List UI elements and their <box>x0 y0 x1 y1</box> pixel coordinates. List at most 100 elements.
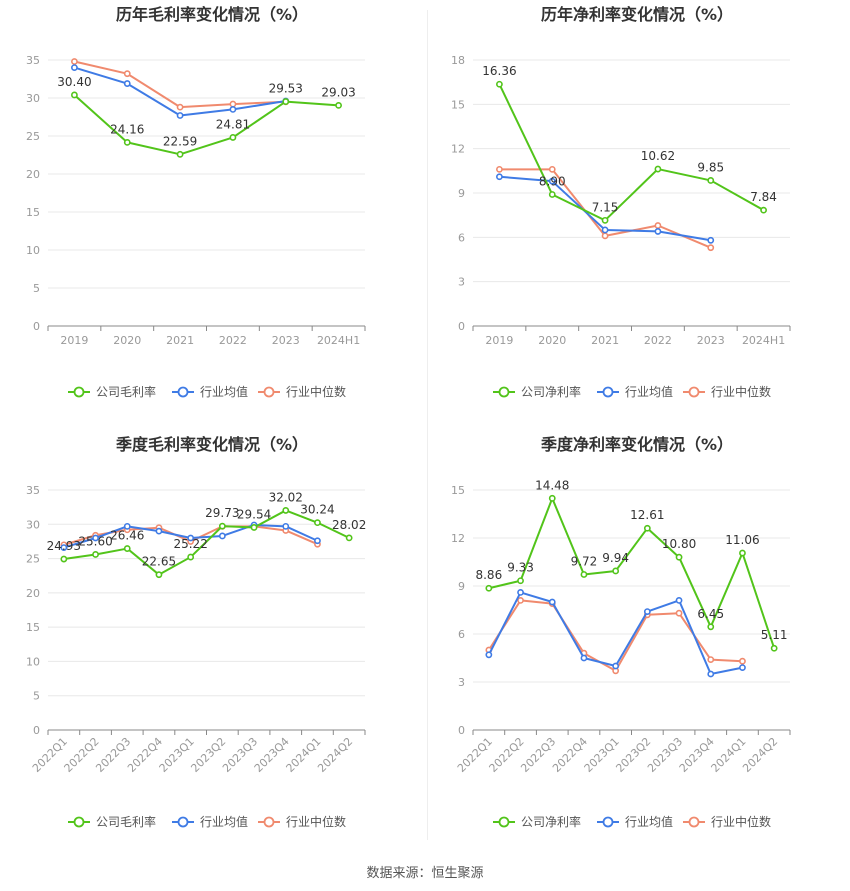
chart-panel-annual-net: 历年净利率变化情况（%） 0 3 6 9 12 15 18 2019 2020 2021 2022 20… <box>425 0 850 420</box>
data-point-median <box>517 596 524 604</box>
legend-marker <box>498 386 510 398</box>
data-point-avg <box>654 228 662 235</box>
data-point-median <box>675 609 683 617</box>
data-point-avg <box>517 588 524 596</box>
legend-label: 公司毛利率 <box>96 384 156 399</box>
legend-label: 公司净利率 <box>521 814 581 829</box>
y-tick-label: 6 <box>458 231 465 244</box>
y-tick-label: 0 <box>33 724 40 737</box>
x-tick-label: 2019 <box>60 334 88 347</box>
data-label: 16.36 <box>482 64 516 78</box>
data-label: 28.02 <box>332 518 366 532</box>
data-point-company <box>314 519 321 527</box>
data-point-company <box>707 177 715 184</box>
data-point-median <box>707 656 715 663</box>
legend-marker <box>73 386 85 398</box>
data-point-company <box>580 571 588 578</box>
chart-panel-quarterly-gross: 季度毛利率变化情况（%） 0 5 10 15 20 25 30 35 2022Q1 2022Q2 20… <box>0 430 425 850</box>
x-tick-label: 2024Q2 <box>315 735 355 775</box>
data-point-company <box>675 553 683 561</box>
y-tick-label: 0 <box>458 724 465 737</box>
series-line-company <box>63 509 350 576</box>
legend-label: 行业中位数 <box>711 814 771 829</box>
quarterly-gross-margin-chart: 季度毛利率变化情况（%）051015202530352022Q12022Q220… <box>26 435 366 829</box>
x-tick-label: 2021 <box>166 334 194 347</box>
data-label: 25.60 <box>78 534 112 548</box>
data-label: 12.61 <box>630 508 664 522</box>
data-point-avg <box>612 662 620 670</box>
legend-item-avg[interactable]: 行业均值 <box>172 814 248 829</box>
legend-item-median[interactable]: 行业中位数 <box>683 384 771 399</box>
legend-item-avg[interactable]: 行业均值 <box>597 384 673 399</box>
y-tick-label: 5 <box>33 690 40 703</box>
data-label: 9.85 <box>697 160 724 174</box>
chart-title: 历年净利率变化情况（%） <box>541 5 733 24</box>
y-tick-label: 9 <box>458 580 465 593</box>
data-point-median <box>71 58 78 65</box>
data-point-avg <box>123 80 131 87</box>
y-tick-label: 6 <box>458 628 465 641</box>
legend-item-median[interactable]: 行业中位数 <box>258 814 346 829</box>
data-point-avg <box>229 106 237 113</box>
data-label: 9.33 <box>507 561 534 575</box>
series-line-company <box>73 94 339 156</box>
data-point-avg <box>548 598 556 606</box>
legend-marker <box>263 386 275 398</box>
data-point-avg <box>485 651 493 659</box>
legend-marker <box>177 386 189 398</box>
legend-marker <box>688 816 700 828</box>
data-point-median <box>654 222 662 229</box>
y-tick-label: 3 <box>458 676 465 689</box>
y-tick-label: 15 <box>26 621 40 634</box>
legend-marker <box>498 816 510 828</box>
y-tick-label: 12 <box>451 143 465 156</box>
data-point-company <box>92 551 99 558</box>
data-point-company <box>601 216 609 224</box>
chart-panel-quarterly-net: 季度净利率变化情况（%） 0 3 6 9 12 15 2022Q1 2022Q2 2022Q3 20… <box>425 430 850 850</box>
data-point-company <box>654 165 662 173</box>
legend-item-avg[interactable]: 行业均值 <box>597 814 673 829</box>
y-tick-label: 25 <box>26 553 40 566</box>
x-tick-label: 2024H1 <box>317 334 360 347</box>
legend-item-company[interactable]: 公司毛利率 <box>68 384 156 399</box>
data-point-company <box>123 545 131 552</box>
data-point-company <box>282 507 290 514</box>
data-point-avg <box>314 537 321 545</box>
data-point-company <box>485 584 493 592</box>
y-tick-label: 3 <box>458 276 465 289</box>
data-label: 5.11 <box>761 628 788 642</box>
data-label: 24.16 <box>110 122 144 136</box>
x-tick-label: 2021 <box>591 334 619 347</box>
data-point-avg <box>675 596 683 604</box>
data-point-avg <box>548 177 556 185</box>
legend-item-median[interactable]: 行业中位数 <box>258 384 346 399</box>
data-point-avg <box>601 226 609 234</box>
x-tick-label: 2020 <box>113 334 141 347</box>
legend-item-company[interactable]: 公司净利率 <box>493 384 581 399</box>
legend-item-median[interactable]: 行业中位数 <box>683 814 771 829</box>
data-point-company <box>643 524 651 532</box>
panel-divider <box>427 10 428 840</box>
chart-panel-annual-gross: 历年毛利率变化情况（%） 0 5 10 15 20 25 30 35 2019 2020 2021 20… <box>0 0 425 420</box>
y-tick-label: 20 <box>26 168 40 181</box>
data-point-company <box>176 150 184 158</box>
x-tick-label: 2020 <box>538 334 566 347</box>
data-point-median <box>229 100 237 108</box>
data-point-avg <box>71 64 78 71</box>
data-point-company <box>123 138 131 146</box>
legend-marker <box>263 816 275 828</box>
data-point-company <box>760 206 767 214</box>
legend-item-avg[interactable]: 行业均值 <box>172 384 248 399</box>
data-point-avg <box>707 670 715 678</box>
series-line-median <box>74 60 286 109</box>
data-point-avg <box>707 236 715 244</box>
legend-item-company[interactable]: 公司净利率 <box>493 814 581 829</box>
data-point-company <box>282 98 290 105</box>
data-label: 10.62 <box>641 149 675 163</box>
legend-label: 行业均值 <box>625 384 673 399</box>
data-point-company <box>707 623 715 631</box>
data-label: 8.90 <box>539 174 566 188</box>
data-label: 11.06 <box>725 533 759 547</box>
legend-item-company[interactable]: 公司毛利率 <box>68 814 156 829</box>
data-label: 29.03 <box>321 85 355 99</box>
